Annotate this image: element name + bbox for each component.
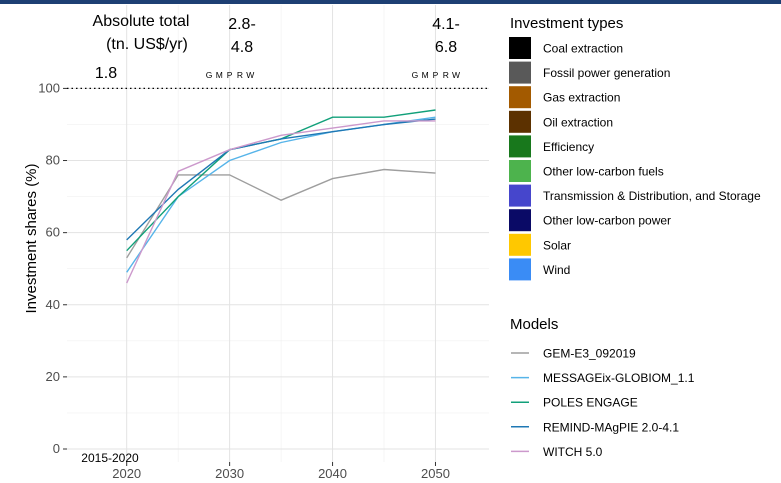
legend-label: Gas extraction — [543, 91, 620, 105]
legend-key-efficiency — [509, 135, 531, 158]
legend-title-investment-types: Investment types — [510, 15, 623, 32]
model-letter-2050: G — [412, 70, 419, 80]
model-letter-2050: R — [443, 70, 449, 80]
legend-label: Wind — [543, 263, 570, 277]
model-letter-2030: G — [206, 70, 213, 80]
legend-label: Efficiency — [543, 140, 594, 154]
model-line-remind-magpie-2-0-4-1 — [126, 118, 436, 241]
legend-key-fossil-power-generation — [509, 61, 531, 84]
legend-label: Solar — [543, 238, 571, 252]
x-tick-label: 2030 — [215, 466, 244, 481]
period-label: 2015-2020 — [81, 451, 139, 465]
legend-model-label: GEM-E3_092019 — [543, 347, 636, 361]
y-tick-label: 60 — [46, 225, 60, 240]
absolute-total-unit: (tn. US$/yr) — [106, 36, 188, 53]
legend-label: Fossil power generation — [543, 66, 670, 80]
top-color-band — [0, 0, 781, 4]
y-tick-label: 40 — [46, 297, 60, 312]
absolute-total-title: Absolute total — [93, 13, 190, 30]
legend-label: Other low-carbon power — [543, 214, 671, 228]
y-axis-label: Investment shares (%) — [23, 163, 40, 313]
legend-key-other-low-carbon-power — [509, 209, 531, 232]
legend-key-oil-extraction — [509, 110, 531, 133]
legend-label: Oil extraction — [543, 115, 613, 129]
x-tick-label: 2040 — [318, 466, 347, 481]
legend-model-label: POLES ENGAGE — [543, 396, 638, 410]
plot-panel — [67, 5, 489, 462]
total-2030-line2: 4.8 — [231, 39, 253, 56]
legend-key-transmission-distribution-and-storage — [509, 184, 531, 207]
y-tick-label: 20 — [46, 369, 60, 384]
legend-model-label: MESSAGEix-GLOBIOM_1.1 — [543, 371, 695, 385]
total-2050-line1: 4.1- — [432, 16, 460, 33]
y-tick-label: 0 — [53, 441, 60, 456]
legend-model-label: WITCH 5.0 — [543, 445, 603, 459]
legend-label: Other low-carbon fuels — [543, 165, 664, 179]
model-letter-2030: W — [246, 70, 254, 80]
model-letter-2030: R — [237, 70, 243, 80]
y-tick-label: 80 — [46, 153, 60, 168]
model-letter-2050: W — [452, 70, 460, 80]
x-tick-label: 2050 — [421, 466, 450, 481]
model-letter-2050: P — [433, 70, 439, 80]
legend-label: Transmission & Distribution, and Storage — [543, 189, 761, 203]
legend-key-wind — [509, 258, 531, 281]
x-tick-label: 2020 — [112, 466, 141, 481]
legend-label: Coal extraction — [543, 42, 623, 56]
total-2050-line2: 6.8 — [435, 39, 457, 56]
model-letter-2050: M — [422, 70, 429, 80]
model-letter-2030: M — [216, 70, 223, 80]
legend-title-models: Models — [510, 316, 558, 333]
y-tick-label: 100 — [38, 80, 60, 95]
total-2020: 1.8 — [95, 65, 117, 82]
legend-key-gas-extraction — [509, 86, 531, 109]
legend-key-coal-extraction — [509, 37, 531, 59]
legend-model-label: REMIND-MAgPIE 2.0-4.1 — [543, 420, 679, 434]
model-line-gem-e3-092019 — [126, 168, 436, 259]
legend-key-solar — [509, 233, 531, 256]
total-2030-line1: 2.8- — [228, 16, 256, 33]
legend-key-other-low-carbon-fuels — [509, 160, 531, 182]
model-line-witch-5-0 — [126, 120, 436, 284]
model-letter-2030: P — [227, 70, 233, 80]
